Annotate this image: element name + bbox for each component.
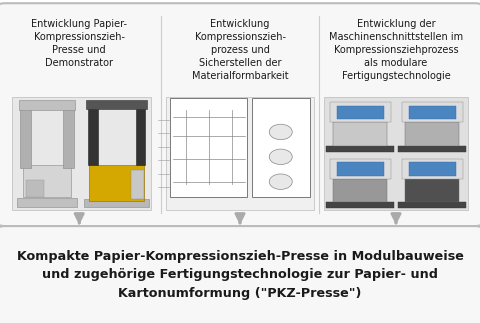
Bar [17, 198, 77, 207]
Bar [326, 202, 394, 208]
Text: Entwicklung der
Maschinenschnittstellen im
Kompressionsziehprozess
als modulare
: Entwicklung der Maschinenschnittstellen … [329, 19, 463, 80]
Bar [20, 103, 31, 168]
Bar [333, 179, 387, 202]
Bar [170, 98, 248, 197]
Bar [136, 101, 145, 165]
Bar [86, 100, 147, 109]
Bar [326, 146, 394, 152]
Bar [408, 162, 456, 176]
Bar [330, 159, 391, 179]
Bar [333, 122, 387, 146]
Bar [131, 171, 144, 199]
Text: Entwicklung
Kompressionszieh-
prozess und
Sicherstellen der
Materialformbarkeit: Entwicklung Kompressionszieh- prozess un… [192, 19, 288, 80]
Bar [402, 159, 463, 179]
Bar [19, 100, 75, 110]
Circle shape [269, 124, 292, 140]
Bar [26, 180, 44, 196]
Circle shape [269, 149, 292, 164]
Bar [405, 122, 459, 146]
Bar [402, 102, 463, 122]
FancyBboxPatch shape [0, 226, 480, 323]
Bar [12, 97, 151, 210]
Text: Entwicklung Papier-
Kompressionszieh-
Presse und
Demonstrator: Entwicklung Papier- Kompressionszieh- Pr… [31, 19, 127, 68]
Bar [324, 97, 468, 210]
Bar [398, 202, 466, 208]
Bar [166, 97, 314, 210]
Text: Kompakte Papier-Kompressionszieh-Presse in Modulbauweise
und zugehörige Fertigun: Kompakte Papier-Kompressionszieh-Presse … [17, 250, 463, 299]
Bar [408, 106, 456, 119]
Bar [398, 146, 466, 152]
Bar [23, 165, 71, 196]
Bar [63, 103, 73, 168]
Bar [252, 98, 310, 197]
Bar [336, 162, 384, 176]
Bar [330, 102, 391, 122]
Bar [89, 165, 144, 201]
FancyBboxPatch shape [0, 3, 480, 226]
Bar [405, 179, 459, 202]
Bar [84, 199, 149, 207]
Bar [336, 106, 384, 119]
Bar [88, 101, 98, 165]
Circle shape [269, 174, 292, 189]
